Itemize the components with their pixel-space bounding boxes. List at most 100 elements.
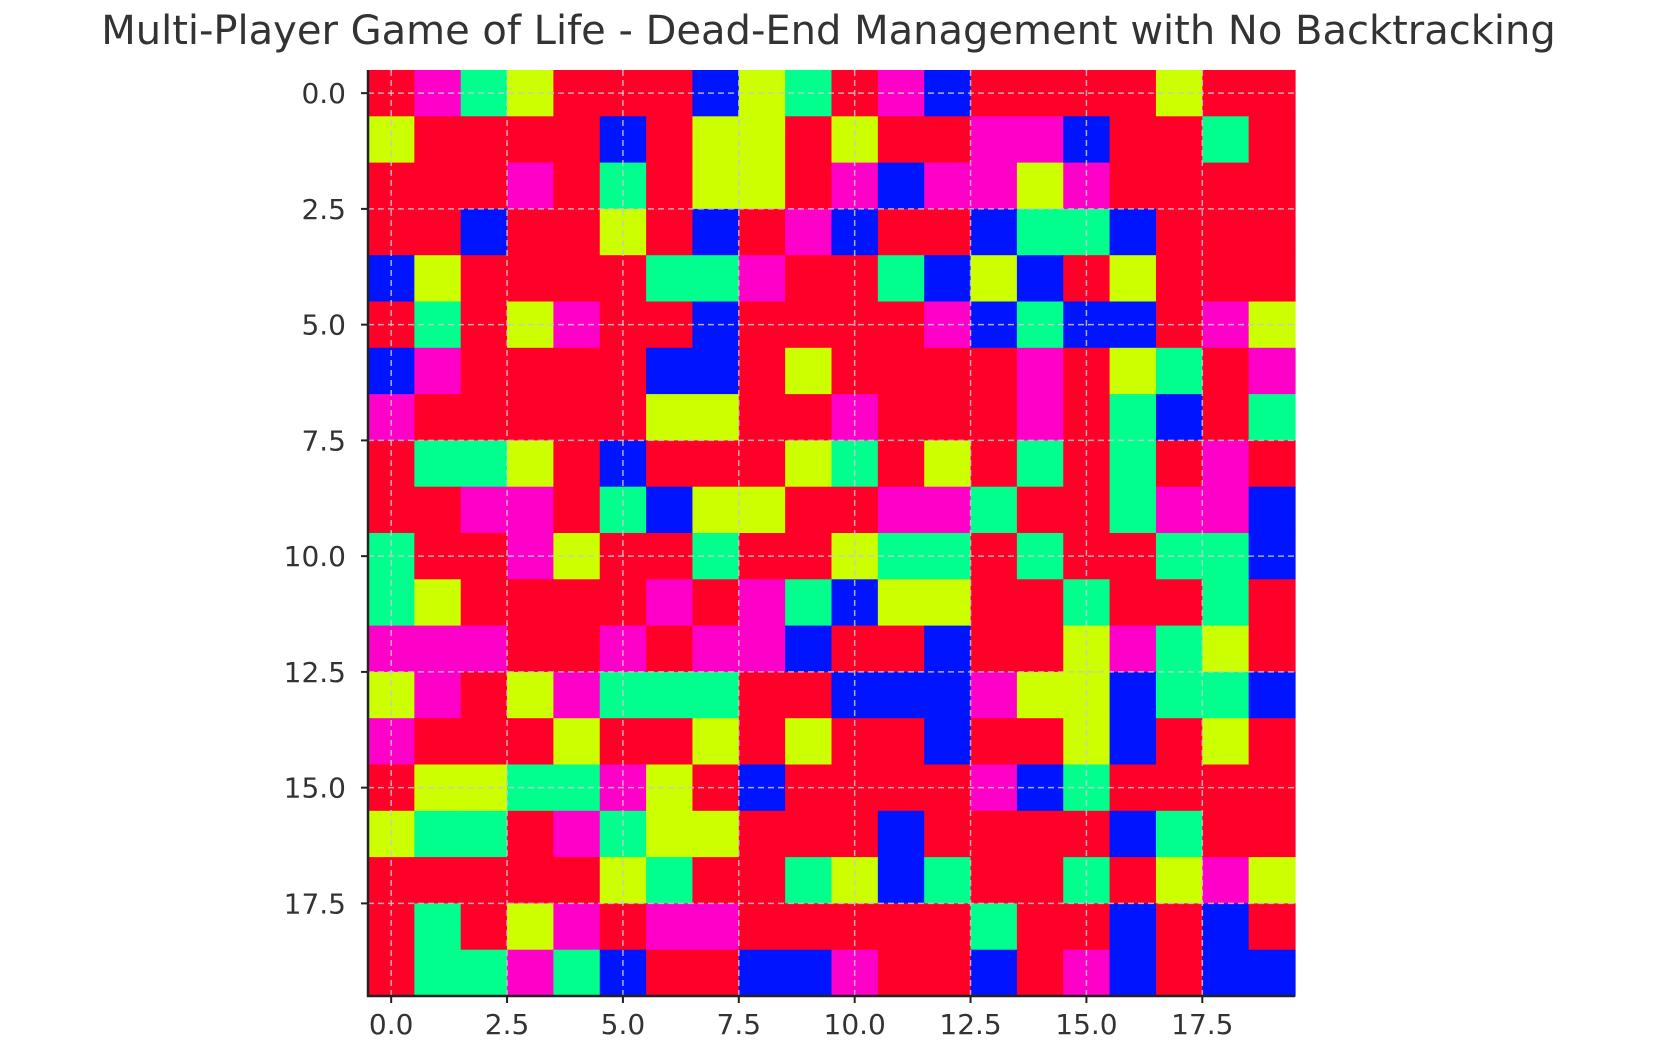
heatmap-cell-r4-c18: [1202, 255, 1250, 303]
heatmap-cell-r14-c19: [1248, 718, 1296, 766]
heatmap-cell-r3-c17: [1155, 208, 1203, 256]
x-tick-label-7: 17.5: [1171, 1008, 1233, 1041]
heatmap-cell-r11-c14: [1016, 579, 1064, 627]
heatmap-cell-r6-c14: [1016, 347, 1064, 395]
heatmap-cell-r14-c6: [646, 718, 694, 766]
grid-lines: [368, 70, 1295, 996]
heatmap-cell-r2-c19: [1248, 162, 1296, 210]
heatmap-cell-r18-c16: [1109, 903, 1157, 951]
heatmap-cell-r17-c19: [1248, 857, 1296, 904]
heatmap-cell-r1-c17: [1155, 116, 1203, 164]
heatmap-cell-r4-c2: [460, 255, 508, 303]
heatmap-cell-r19-c4: [553, 949, 601, 997]
heatmap-cell-r1-c18: [1202, 116, 1250, 164]
heatmap-cell-r12-c6: [646, 625, 694, 673]
heatmap-cell-r8-c19: [1248, 440, 1296, 488]
heatmap-cell-r11-c17: [1155, 579, 1203, 627]
y-tick-label-7: 17.5: [284, 887, 346, 920]
y-tick-label-6: 15.0: [284, 772, 346, 805]
heatmap-cell-r12-c1: [414, 625, 462, 673]
heatmap-cell-r9-c11: [877, 486, 925, 534]
heatmap-cell-r17-c6: [646, 857, 694, 904]
y-tick-label-3: 7.5: [301, 424, 346, 457]
heatmap-cell-r12-c19: [1248, 625, 1296, 673]
heatmap-cell-r2-c14: [1016, 162, 1064, 210]
heatmap-cell-r7-c12: [924, 394, 972, 441]
heatmap-cell-r4-c9: [785, 255, 833, 303]
heatmap-cell-r3-c1: [414, 208, 462, 256]
heatmap-cell-r18-c11: [877, 903, 925, 951]
heatmap-cell-r4-c13: [970, 255, 1018, 303]
heatmap-cell-r13-c18: [1202, 671, 1250, 719]
heatmap-cell-r2-c7: [692, 162, 740, 210]
heatmap-cell-r8-c16: [1109, 440, 1157, 488]
heatmap-cell-r16-c8: [738, 810, 786, 858]
heatmap-cell-r11-c9: [785, 579, 833, 627]
heatmap-cell-r9-c1: [414, 486, 462, 534]
heatmap-cell-r12-c14: [1016, 625, 1064, 673]
heatmap-cell-r18-c4: [553, 903, 601, 951]
heatmap-cell-r3-c14: [1016, 208, 1064, 256]
heatmap-cell-r2-c11: [877, 162, 925, 210]
heatmap-cell-r6-c3: [507, 347, 554, 395]
x-tick-label-0: 0.0: [369, 1008, 414, 1041]
heatmap-cell-r14-c9: [785, 718, 833, 766]
heatmap-cell-r13-c14: [1016, 671, 1064, 719]
heatmap-cell-r16-c14: [1016, 810, 1064, 858]
heatmap-cell-r1-c16: [1109, 116, 1157, 164]
heatmap-cell-r7-c14: [1016, 394, 1064, 441]
axes: [366, 70, 1295, 998]
heatmap-cell-r19-c18: [1202, 949, 1250, 997]
heatmap-cell-r2-c12: [924, 162, 972, 210]
heatmap-cell-r6-c12: [924, 347, 972, 395]
heatmap-cell-r19-c9: [785, 949, 833, 997]
heatmap-cell-r9-c18: [1202, 486, 1250, 534]
heatmap-cell-r8-c18: [1202, 440, 1250, 488]
heatmap-cell-r9-c3: [507, 486, 554, 534]
heatmap-cell-r13-c4: [553, 671, 601, 719]
heatmap-cell-r9-c7: [692, 486, 740, 534]
heatmap-cell-r17-c2: [460, 857, 508, 904]
heatmap-cell-r8-c4: [553, 440, 601, 488]
heatmap-cell-r12-c11: [877, 625, 925, 673]
heatmap-cell-r1-c12: [924, 116, 972, 164]
heatmap-cell-r16-c13: [970, 810, 1018, 858]
heatmap-cell-r17-c9: [785, 857, 833, 904]
heatmap-cell-r11-c13: [970, 579, 1018, 627]
heatmap-cell-r3-c8: [738, 208, 786, 256]
heatmap-cell-r1-c7: [692, 116, 740, 164]
heatmap-cell-r11-c6: [646, 579, 694, 627]
heatmap-cell-r18-c12: [924, 903, 972, 951]
heatmap-cell-r17-c18: [1202, 857, 1250, 904]
heatmap-cell-r19-c12: [924, 949, 972, 997]
x-tick-label-5: 12.5: [939, 1008, 1001, 1041]
y-tick-label-0: 0.0: [301, 77, 346, 110]
heatmap-cell-r2-c17: [1155, 162, 1203, 210]
heatmap-cell-r11-c11: [877, 579, 925, 627]
heatmap-cell-r9-c19: [1248, 486, 1296, 534]
heatmap-cell-r3-c9: [785, 208, 833, 256]
heatmap-cells: [368, 70, 1296, 997]
heatmap-cell-r1-c14: [1016, 116, 1064, 164]
heatmap-cell-r19-c7: [692, 949, 740, 997]
heatmap-cell-r19-c3: [507, 949, 554, 997]
heatmap-cell-r9-c8: [738, 486, 786, 534]
heatmap-cell-r7-c1: [414, 394, 462, 441]
heatmap-cell-r13-c11: [877, 671, 925, 719]
x-tick-label-1: 2.5: [485, 1008, 530, 1041]
heatmap-cell-r12-c12: [924, 625, 972, 673]
heatmap-cell-r9-c4: [553, 486, 601, 534]
heatmap-cell-r13-c19: [1248, 671, 1296, 719]
heatmap-cell-r1-c9: [785, 116, 833, 164]
heatmap-cell-r4-c4: [553, 255, 601, 303]
heatmap-cell-r6-c11: [877, 347, 925, 395]
heatmap-cell-r17-c14: [1016, 857, 1064, 904]
heatmap-cell-r14-c7: [692, 718, 740, 766]
heatmap-cell-r16-c4: [553, 810, 601, 858]
heatmap-cell-r19-c14: [1016, 949, 1064, 997]
heatmap-cell-r13-c6: [646, 671, 694, 719]
heatmap-cell-r18-c18: [1202, 903, 1250, 951]
heatmap-cell-r9-c2: [460, 486, 508, 534]
heatmap-cell-r4-c12: [924, 255, 972, 303]
